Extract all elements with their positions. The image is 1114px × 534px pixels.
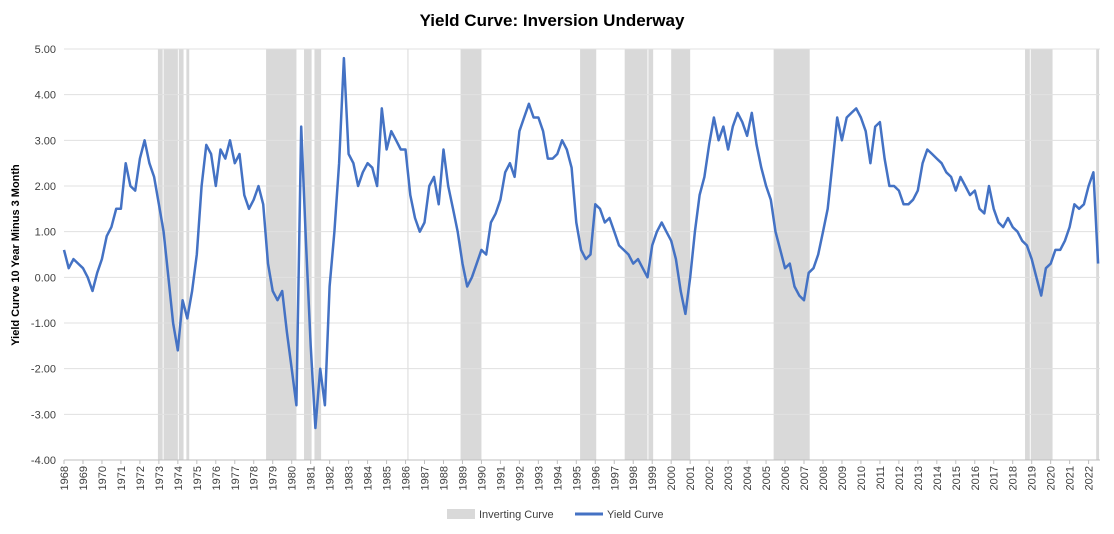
shaded-range [1030, 49, 1053, 460]
y-tick-label: 5.00 [35, 44, 56, 56]
x-tick-label: 2016 [970, 466, 982, 490]
x-tick-label: 2006 [780, 466, 792, 490]
x-tick-label: 1982 [325, 466, 337, 490]
y-tick-label: 2.00 [35, 181, 56, 193]
x-tick-label: 1996 [590, 466, 602, 490]
shaded-range [304, 49, 312, 460]
shaded-range [1025, 49, 1030, 460]
shaded-range [624, 49, 648, 460]
shaded-range [178, 49, 184, 460]
x-tick-label: 2002 [704, 466, 716, 490]
y-tick-label: -1.00 [31, 318, 56, 330]
x-tick-label: 1983 [344, 466, 356, 490]
x-tick-label: 1979 [268, 466, 280, 490]
x-tick-label: 1976 [211, 466, 223, 490]
x-tick-label: 1988 [438, 466, 450, 490]
x-tick-label: 2020 [1046, 466, 1058, 490]
x-tick-label: 2001 [685, 466, 697, 490]
y-tick-label: -2.00 [31, 364, 56, 376]
x-tick-label: 1970 [97, 466, 109, 490]
x-tick-label: 2021 [1065, 466, 1077, 490]
x-tick-label: 1994 [552, 466, 564, 490]
y-tick-label: 0.00 [35, 272, 56, 284]
shaded-range [163, 49, 178, 460]
x-tick-label: 2004 [742, 466, 754, 490]
x-tick-label: 1984 [363, 466, 375, 490]
x-tick-label: 2014 [932, 466, 944, 490]
shaded-range [266, 49, 297, 460]
y-tick-label: 1.00 [35, 227, 56, 239]
x-tick-label: 1969 [78, 466, 90, 490]
shaded-range [157, 49, 163, 460]
x-tick-label: 1999 [647, 466, 659, 490]
x-tick-label: 2018 [1008, 466, 1020, 490]
x-tick-label: 2009 [837, 466, 849, 490]
x-tick-label: 2011 [875, 466, 887, 490]
shaded-range [460, 49, 482, 460]
x-tick-label: 1973 [154, 466, 166, 490]
x-tick-label: 1985 [382, 466, 394, 490]
x-tick-label: 2010 [856, 466, 868, 490]
x-tick-label: 2019 [1027, 466, 1039, 490]
y-tick-label: -3.00 [31, 409, 56, 421]
legend-label: Inverting Curve [479, 509, 554, 521]
x-tick-label: 1977 [230, 466, 242, 490]
x-tick-label: 1980 [287, 466, 299, 490]
x-tick-label: 1990 [476, 466, 488, 490]
x-tick-label: 2005 [761, 466, 773, 490]
x-tick-label: 2000 [666, 466, 678, 490]
x-tick-label: 1989 [457, 466, 469, 490]
shaded-range [314, 49, 322, 460]
x-tick-label: 1992 [514, 466, 526, 490]
x-tick-label: 2013 [913, 466, 925, 490]
y-axis-label: Yield Curve 10 Year Minus 3 Month [10, 164, 22, 346]
x-tick-label: 2003 [723, 466, 735, 490]
shaded-range [671, 49, 691, 460]
x-tick-label: 1997 [609, 466, 621, 490]
x-tick-label: 2012 [894, 466, 906, 490]
x-tick-label: 1981 [306, 466, 318, 490]
x-tick-label: 1971 [116, 466, 128, 490]
legend-swatch [447, 509, 475, 519]
series-line [62, 56, 1100, 430]
x-tick-label: 1998 [628, 466, 640, 490]
x-tick-label: 1995 [571, 466, 583, 490]
shaded-range [773, 49, 810, 460]
x-tick-label: 1968 [59, 466, 71, 490]
chart-title: Yield Curve: Inversion Underway [420, 11, 685, 30]
x-tick-label: 2022 [1084, 466, 1096, 490]
y-tick-label: -4.00 [31, 455, 56, 467]
x-tick-label: 1975 [192, 466, 204, 490]
y-tick-label: 3.00 [35, 135, 56, 147]
y-tick-label: 4.00 [35, 90, 56, 102]
x-tick-label: 1986 [401, 466, 413, 490]
shaded-range [407, 49, 409, 460]
x-tick-label: 1993 [533, 466, 545, 490]
x-tick-label: 2015 [951, 466, 963, 490]
x-tick-label: 2008 [818, 466, 830, 490]
shaded-range [186, 49, 190, 460]
legend-label: Yield Curve [607, 509, 663, 521]
x-tick-label: 1991 [495, 466, 507, 490]
x-tick-label: 1972 [135, 466, 147, 490]
x-tick-label: 1974 [173, 466, 185, 490]
shaded-range [580, 49, 597, 460]
x-tick-label: 1978 [249, 466, 261, 490]
x-tick-label: 2007 [799, 466, 811, 490]
x-tick-label: 2017 [989, 466, 1001, 490]
x-tick-label: 1987 [420, 466, 432, 490]
